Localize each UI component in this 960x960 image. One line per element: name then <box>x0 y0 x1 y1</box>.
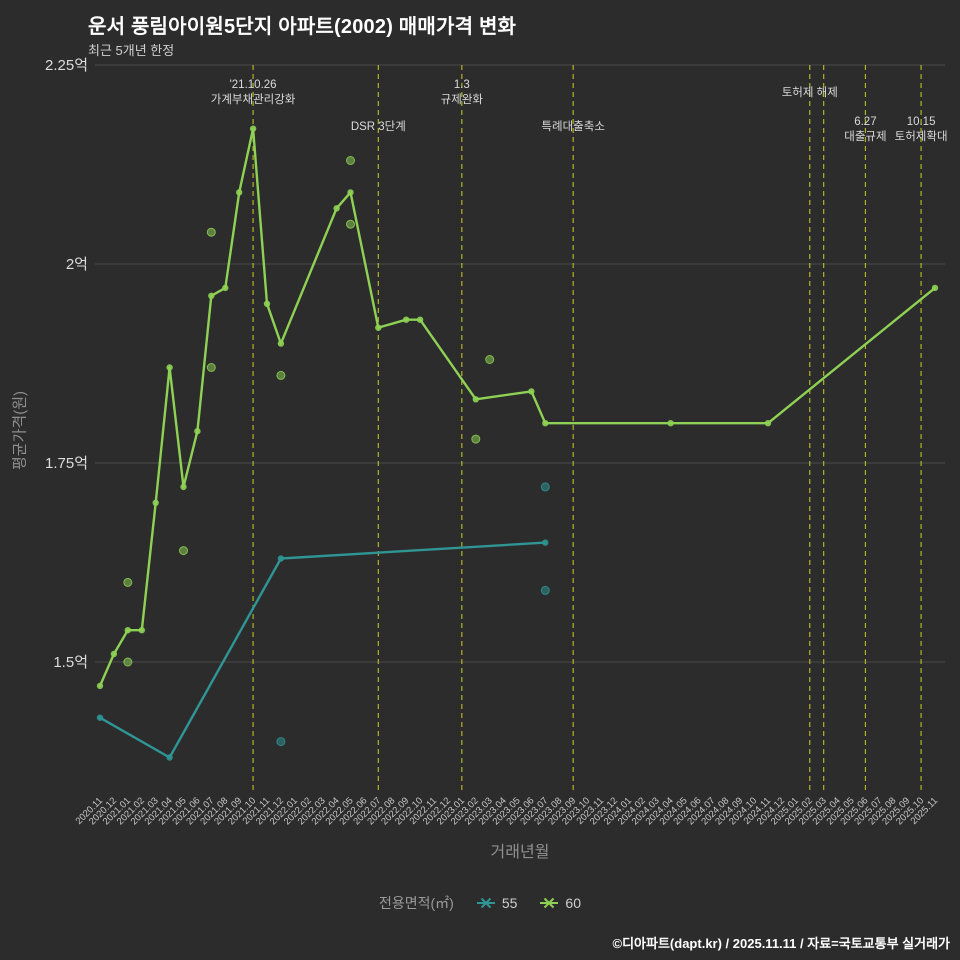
y-axis-title: 평균가격(원) <box>11 391 29 470</box>
series-60-marker-icon <box>540 897 559 909</box>
series-55 <box>96 482 550 761</box>
svg-text:특례대출축소: 특례대출축소 <box>541 120 604 133</box>
x-axis-labels: 2020.112020.122021.012021.022021.032021.… <box>74 795 941 827</box>
legend-title: 전용면적(㎡) <box>378 895 454 911</box>
y-gridlines: 2.25억 2억 1.75억 1.5억 <box>45 57 945 671</box>
svg-text:토허제확대: 토허제확대 <box>895 130 948 143</box>
source-credit: ©디아파트(dapt.kr) / 2025.11.11 / 자료=국토교통부 실… <box>612 936 950 951</box>
series-60 <box>96 125 939 690</box>
svg-text:2.25억: 2.25억 <box>45 57 88 74</box>
page-subtitle: 최근 5개년 한정 <box>88 43 175 58</box>
svg-text:10.15: 10.15 <box>907 116 936 128</box>
svg-text:규제완화: 규제완화 <box>441 93 484 106</box>
svg-text:1.75억: 1.75억 <box>45 455 88 472</box>
svg-text:토허제 해제: 토허제 해제 <box>782 86 838 99</box>
svg-text:1.3: 1.3 <box>454 79 470 91</box>
price-trend-chart: 2.25억 2억 1.75억 1.5억 '21.10.26 가계부채관리강화 DSR 3단계… <box>45 57 948 827</box>
x-axis-title: 거래년월 <box>490 844 550 861</box>
svg-text:대출규제: 대출규제 <box>844 130 886 143</box>
svg-text:가계부채관리강화: 가계부채관리강화 <box>211 93 296 106</box>
series-55-marker-icon <box>476 897 495 909</box>
svg-text:DSR 3단계: DSR 3단계 <box>351 120 406 133</box>
legend-item-55[interactable]: 55 <box>476 895 518 911</box>
svg-text:6.27: 6.27 <box>854 116 876 128</box>
legend-label-55: 55 <box>501 895 518 911</box>
svg-text:1.5억: 1.5억 <box>53 654 88 671</box>
legend-item-60[interactable]: 60 <box>539 895 581 911</box>
legend: 전용면적(㎡) 55 60 <box>0 893 960 913</box>
svg-text:'21.10.26: '21.10.26 <box>230 79 277 91</box>
legend-label-60: 60 <box>565 895 581 911</box>
svg-text:2억: 2억 <box>66 256 88 273</box>
page-title: 운서 풍림아이원5단지 아파트(2002) 매매가격 변화 <box>88 16 517 38</box>
